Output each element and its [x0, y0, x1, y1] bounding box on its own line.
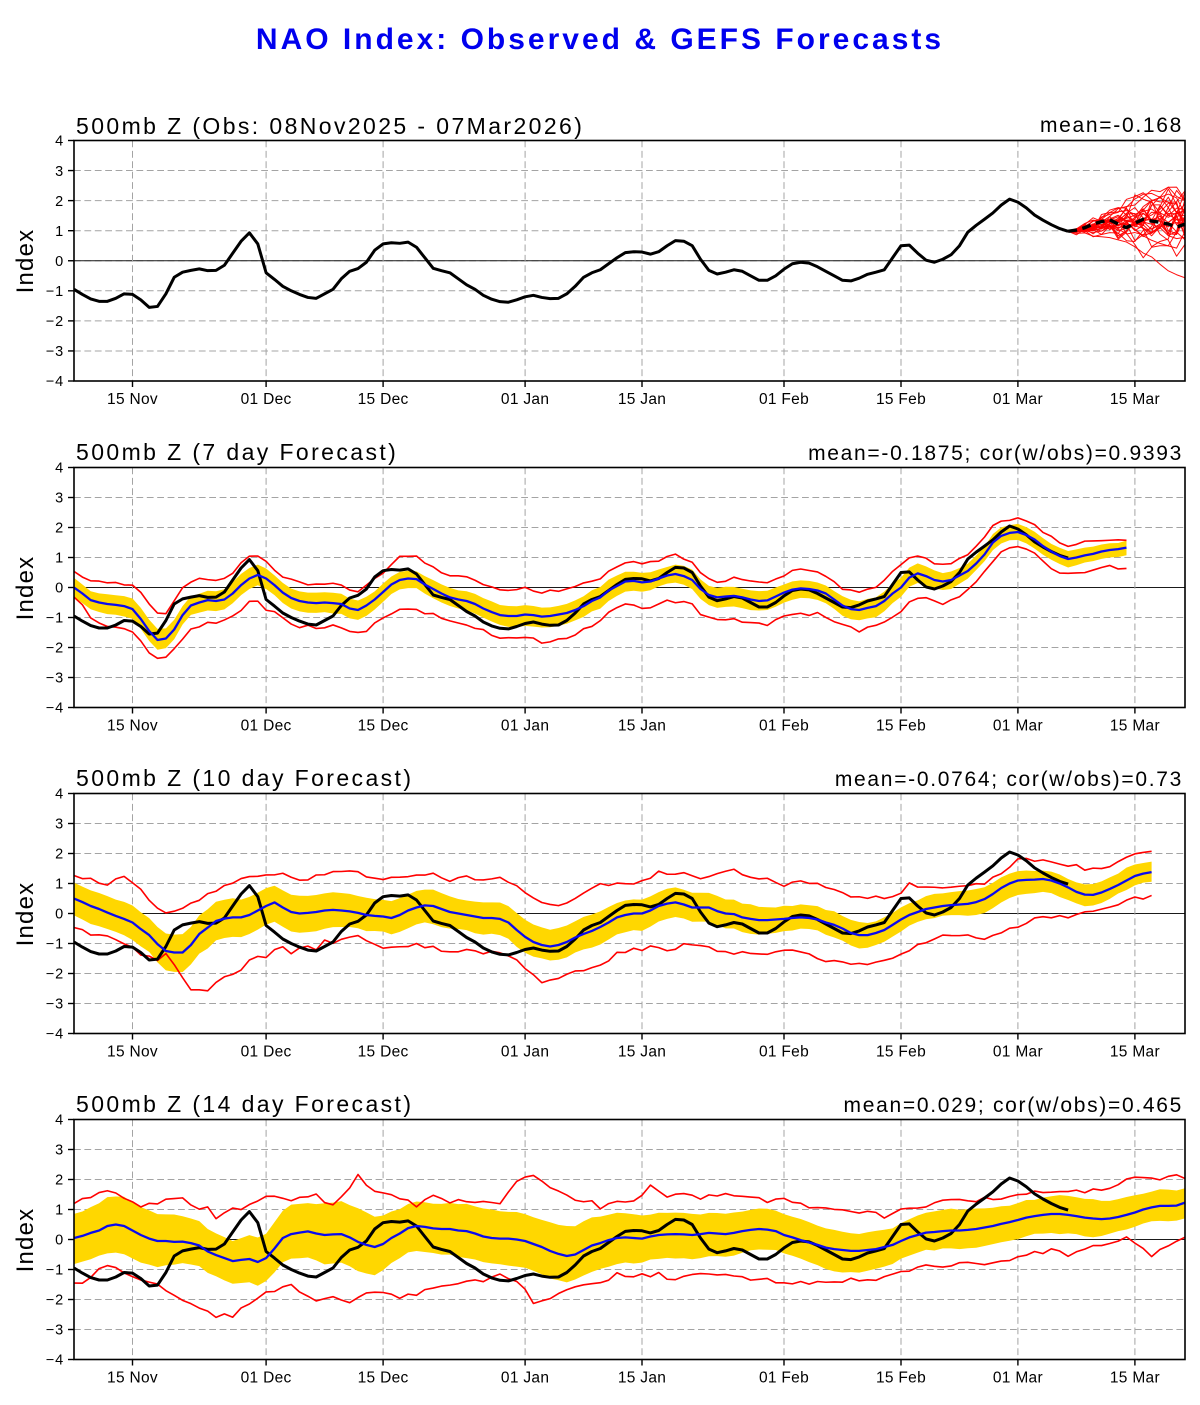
svg-text:01 Mar: 01 Mar	[993, 1370, 1043, 1387]
svg-text:01 Jan: 01 Jan	[501, 1044, 549, 1061]
svg-text:15 Jan: 15 Jan	[618, 1370, 666, 1387]
svg-text:01 Jan: 01 Jan	[501, 391, 549, 408]
svg-text:−2: −2	[46, 1293, 64, 1309]
svg-text:15 Nov: 15 Nov	[107, 718, 158, 735]
svg-text:0: 0	[55, 1233, 64, 1249]
svg-text:01 Dec: 01 Dec	[241, 1044, 292, 1061]
svg-text:500mb Z (7 day Forecast): 500mb Z (7 day Forecast)	[76, 439, 398, 465]
svg-text:−3: −3	[46, 671, 64, 687]
svg-text:15 Dec: 15 Dec	[358, 1370, 409, 1387]
svg-text:−1: −1	[46, 284, 64, 300]
svg-text:15 Mar: 15 Mar	[1110, 1044, 1160, 1061]
svg-text:15 Nov: 15 Nov	[107, 1370, 158, 1387]
svg-text:01 Jan: 01 Jan	[501, 1370, 549, 1387]
svg-text:−4: −4	[46, 374, 64, 390]
svg-text:−2: −2	[46, 641, 64, 657]
svg-text:−1: −1	[46, 1263, 64, 1279]
svg-text:01 Feb: 01 Feb	[759, 1044, 809, 1061]
svg-text:500mb Z (14 day Forecast): 500mb Z (14 day Forecast)	[76, 1091, 413, 1117]
svg-text:Index: Index	[12, 1208, 39, 1273]
svg-text:4: 4	[55, 1113, 64, 1129]
svg-text:2: 2	[55, 194, 64, 210]
svg-text:4: 4	[55, 787, 64, 803]
svg-text:01 Dec: 01 Dec	[241, 391, 292, 408]
svg-text:15 Feb: 15 Feb	[876, 391, 926, 408]
svg-text:01 Mar: 01 Mar	[993, 1044, 1043, 1061]
svg-text:−1: −1	[46, 937, 64, 953]
svg-text:01 Dec: 01 Dec	[241, 718, 292, 735]
svg-text:15 Jan: 15 Jan	[618, 391, 666, 408]
svg-text:−2: −2	[46, 314, 64, 330]
svg-text:mean=-0.0764; cor(w/obs)=0.73: mean=-0.0764; cor(w/obs)=0.73	[835, 768, 1183, 791]
svg-text:15 Mar: 15 Mar	[1110, 718, 1160, 735]
svg-text:15 Jan: 15 Jan	[618, 718, 666, 735]
svg-text:3: 3	[55, 164, 64, 180]
svg-text:0: 0	[55, 581, 64, 597]
svg-text:−3: −3	[46, 997, 64, 1013]
svg-text:−4: −4	[46, 701, 64, 717]
svg-text:Index: Index	[12, 556, 39, 621]
svg-text:15 Dec: 15 Dec	[358, 391, 409, 408]
svg-text:1: 1	[55, 551, 64, 567]
svg-text:1: 1	[55, 1203, 64, 1219]
svg-text:3: 3	[55, 491, 64, 507]
svg-text:mean=-0.168: mean=-0.168	[1040, 114, 1183, 137]
svg-text:−4: −4	[46, 1353, 64, 1369]
svg-text:01 Feb: 01 Feb	[759, 1370, 809, 1387]
svg-text:01 Feb: 01 Feb	[759, 391, 809, 408]
svg-text:Index: Index	[12, 229, 39, 294]
svg-text:1: 1	[55, 877, 64, 893]
svg-text:3: 3	[55, 1143, 64, 1159]
svg-text:15 Dec: 15 Dec	[358, 718, 409, 735]
svg-text:01 Mar: 01 Mar	[993, 718, 1043, 735]
svg-text:2: 2	[55, 1173, 64, 1189]
svg-text:01 Feb: 01 Feb	[759, 718, 809, 735]
svg-text:15 Nov: 15 Nov	[107, 1044, 158, 1061]
svg-text:500mb Z (10 day Forecast): 500mb Z (10 day Forecast)	[76, 765, 413, 791]
svg-text:mean=-0.1875; cor(w/obs)=0.939: mean=-0.1875; cor(w/obs)=0.9393	[808, 442, 1183, 465]
svg-text:−3: −3	[46, 1323, 64, 1339]
svg-text:3: 3	[55, 817, 64, 833]
svg-text:01 Dec: 01 Dec	[241, 1370, 292, 1387]
svg-text:01 Mar: 01 Mar	[993, 391, 1043, 408]
svg-text:−2: −2	[46, 967, 64, 983]
svg-text:−3: −3	[46, 344, 64, 360]
svg-text:500mb Z (Obs: 08Nov2025 - 07Ma: 500mb Z (Obs: 08Nov2025 - 07Mar2026)	[76, 113, 584, 139]
svg-text:0: 0	[55, 254, 64, 270]
svg-text:2: 2	[55, 521, 64, 537]
svg-text:15 Nov: 15 Nov	[107, 391, 158, 408]
svg-text:15 Feb: 15 Feb	[876, 1370, 926, 1387]
svg-text:4: 4	[55, 461, 64, 477]
svg-text:15 Feb: 15 Feb	[876, 718, 926, 735]
svg-text:15 Mar: 15 Mar	[1110, 1370, 1160, 1387]
svg-text:15 Jan: 15 Jan	[618, 1044, 666, 1061]
svg-text:Index: Index	[12, 882, 39, 947]
svg-text:mean=0.029; cor(w/obs)=0.465: mean=0.029; cor(w/obs)=0.465	[844, 1094, 1183, 1117]
svg-text:15 Dec: 15 Dec	[358, 1044, 409, 1061]
svg-text:2: 2	[55, 847, 64, 863]
svg-text:01 Jan: 01 Jan	[501, 718, 549, 735]
svg-text:−1: −1	[46, 611, 64, 627]
svg-text:0: 0	[55, 907, 64, 923]
svg-text:1: 1	[55, 224, 64, 240]
svg-text:NAO Index: Observed & GEFS For: NAO Index: Observed & GEFS Forecasts	[256, 23, 944, 56]
svg-text:15 Feb: 15 Feb	[876, 1044, 926, 1061]
svg-text:15 Mar: 15 Mar	[1110, 391, 1160, 408]
svg-text:−4: −4	[46, 1027, 64, 1043]
svg-text:4: 4	[55, 134, 64, 150]
